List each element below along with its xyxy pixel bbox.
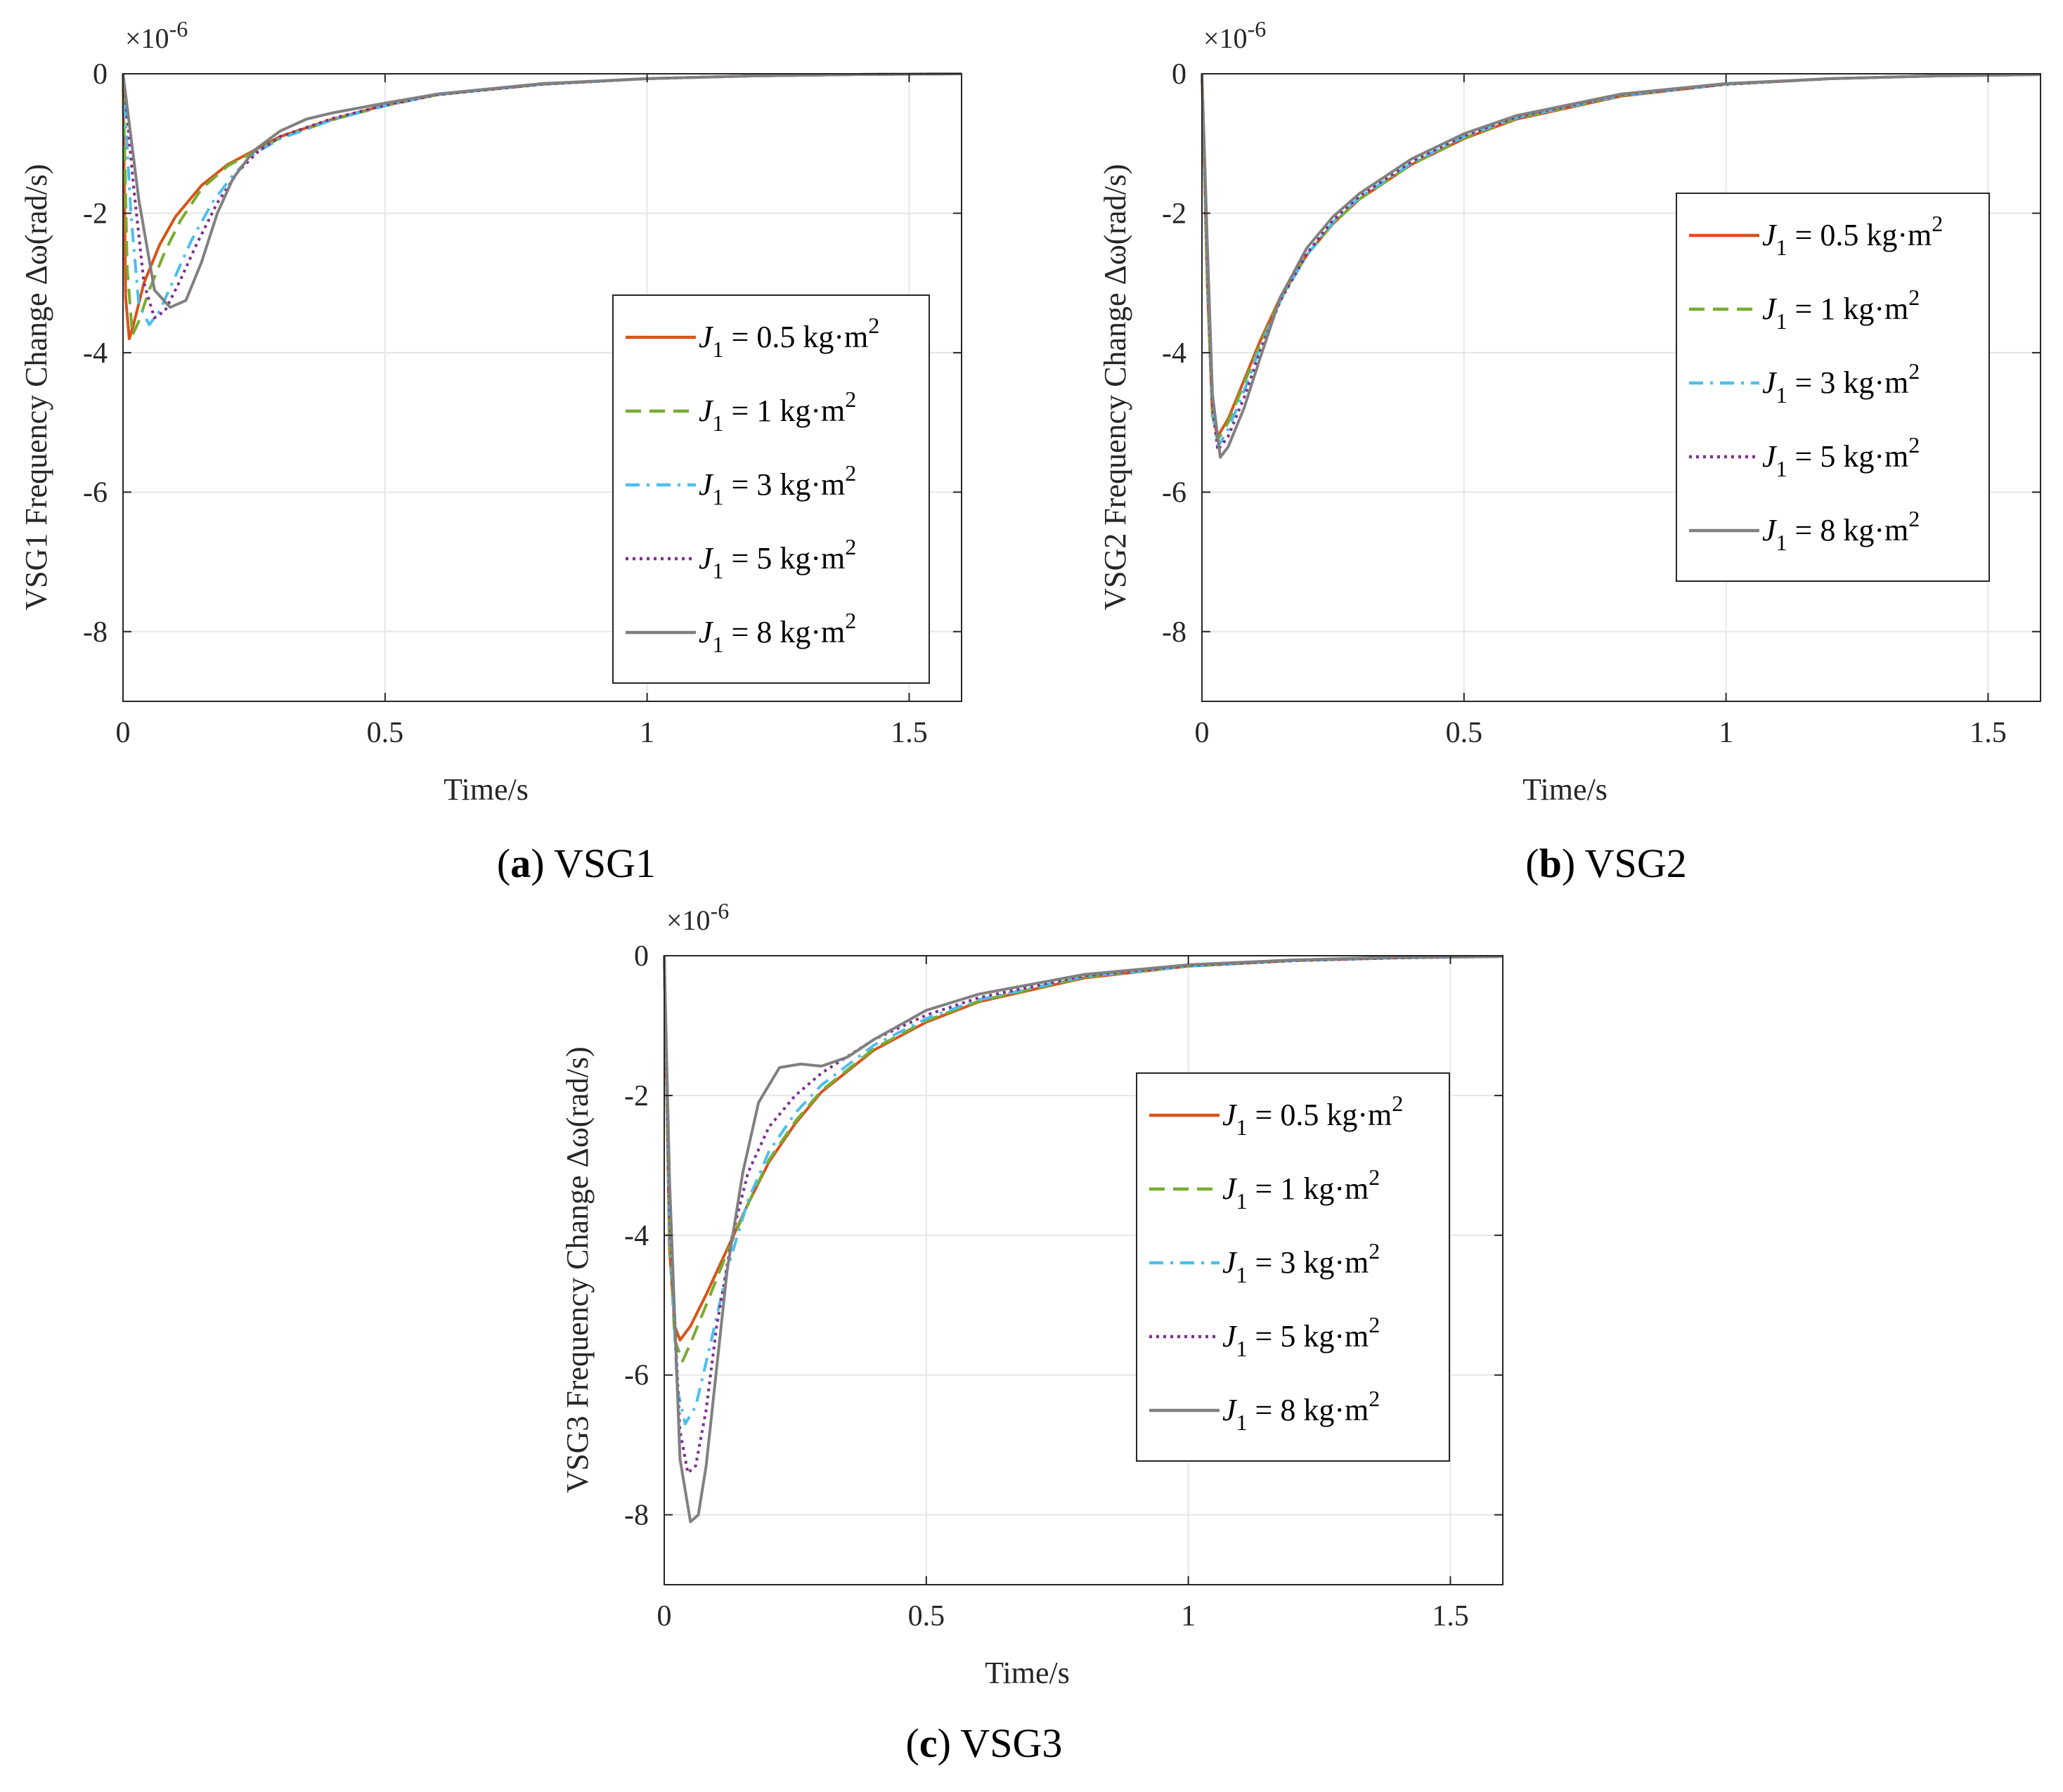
x-tick-label: 1.5: [891, 717, 928, 749]
axis-exponent-label: ×10-6: [125, 16, 188, 54]
x-tick-label: 1.5: [1970, 717, 2007, 749]
x-tick-label: 1: [640, 717, 654, 749]
axis-exponent-label: ×10-6: [666, 898, 729, 936]
legend-box: [1136, 1072, 1450, 1462]
y-tick-label: -4: [1162, 337, 1186, 370]
plot-area-frame: [122, 73, 962, 702]
legend-label: J1 = 0.5 kg·m2: [699, 313, 879, 362]
chart-panel-1: 0 0.5 1 1.5 0 -2 -4 -6 -8 ×10-6 Time/s VSG1 Frequen…: [19, 16, 962, 886]
chart-panel-2: 0 0.5 1 1.5 0 -2 -4 -6 -8 ×10-6 Time/s VSG2 Frequen…: [1098, 16, 2041, 886]
x-tick-label: 0: [116, 717, 131, 749]
legend-label: J1 = 3 kg·m2: [1222, 1238, 1380, 1287]
x-axis-title: Time/s: [985, 1656, 1070, 1690]
y-tick-label: 0: [93, 58, 108, 91]
y-tick-label: -2: [624, 1080, 649, 1112]
panel-caption: (c) VSG3: [906, 1720, 1063, 1766]
series-group: [663, 955, 1503, 1524]
legend-label: J1 = 5 kg·m2: [1762, 432, 1920, 481]
legend-label: J1 = 1 kg·m2: [1762, 285, 1920, 334]
legend-label: J1 = 1 kg·m2: [699, 387, 856, 436]
series-line-j8: [1201, 73, 2041, 459]
legend-label: J1 = 8 kg·m2: [1762, 506, 1920, 555]
x-axis-title: Time/s: [444, 772, 529, 807]
legend-label: J1 = 1 kg·m2: [1222, 1164, 1380, 1214]
y-tick-label: -8: [83, 616, 108, 649]
series-line-j3: [663, 955, 1503, 1426]
y-tick-label: 0: [634, 940, 649, 973]
legend-box: [612, 294, 930, 684]
panel-caption: (a) VSG1: [497, 840, 656, 886]
series-group: [1201, 73, 2041, 459]
y-tick-label: 0: [1172, 58, 1186, 91]
axis-exponent-label: ×10-6: [1203, 16, 1266, 54]
y-tick-label: -6: [1162, 476, 1186, 509]
series-line-j8: [122, 72, 962, 309]
chart-panel-3: 0 0.5 1 1.5 0 -2 -4 -6 -8 ×10-6 Time/s VSG3 Frequen…: [560, 898, 1503, 1766]
legend: J1 = 0.5 kg·m2 J1 = 1 kg·m2 J1 = 3 kg·m2 J1…: [1676, 193, 1990, 582]
y-tick-label: -6: [83, 476, 108, 509]
x-tick-label: 0.5: [1446, 717, 1483, 749]
series-line-j5: [122, 72, 962, 320]
legend-label: J1 = 0.5 kg·m2: [1222, 1091, 1403, 1140]
legend-box: [1676, 193, 1990, 582]
y-tick-label: -6: [624, 1360, 649, 1392]
panel-caption: (b) VSG2: [1525, 840, 1686, 886]
x-tick-label: 0: [657, 1600, 672, 1632]
x-tick-label: 1: [1719, 717, 1733, 749]
legend-label: J1 = 0.5 kg·m2: [1762, 211, 1943, 260]
y-tick-label: -4: [83, 337, 108, 370]
series-line-j8: [663, 955, 1503, 1524]
y-tick-label: -4: [624, 1220, 649, 1252]
legend-label: J1 = 8 kg·m2: [1222, 1386, 1380, 1435]
x-tick-label: 0.5: [908, 1600, 945, 1632]
legend-label: J1 = 8 kg·m2: [699, 608, 856, 657]
y-tick-label: -8: [624, 1500, 649, 1532]
x-tick-label: 1.5: [1432, 1600, 1469, 1632]
y-axis-title: VSG2 Frequency Change Δω(rad/s): [1098, 164, 1132, 610]
x-axis-title: Time/s: [1522, 772, 1608, 807]
y-tick-label: -2: [1162, 197, 1186, 230]
y-axis-title: VSG3 Frequency Change Δω(rad/s): [560, 1046, 595, 1493]
plot-area-frame: [664, 955, 1503, 1585]
plot-area-frame: [1201, 73, 2041, 702]
series-line-j3: [122, 72, 962, 327]
x-tick-label: 0.5: [367, 717, 404, 749]
x-tick-label: 0: [1195, 717, 1210, 749]
x-tick-label: 1: [1181, 1600, 1196, 1632]
legend: J1 = 0.5 kg·m2 J1 = 1 kg·m2 J1 = 3 kg·m2 J1…: [612, 294, 930, 684]
legend-label: J1 = 3 kg·m2: [1762, 358, 1920, 408]
y-tick-label: -8: [1162, 616, 1186, 649]
legend-label: J1 = 5 kg·m2: [699, 534, 856, 583]
y-axis-title: VSG1 Frequency Change Δω(rad/s): [19, 164, 53, 610]
legend: J1 = 0.5 kg·m2 J1 = 1 kg·m2 J1 = 3 kg·m2 J1…: [1136, 1072, 1450, 1462]
legend-label: J1 = 3 kg·m2: [699, 460, 856, 509]
y-tick-label: -2: [83, 197, 108, 230]
legend-label: J1 = 5 kg·m2: [1222, 1312, 1380, 1361]
